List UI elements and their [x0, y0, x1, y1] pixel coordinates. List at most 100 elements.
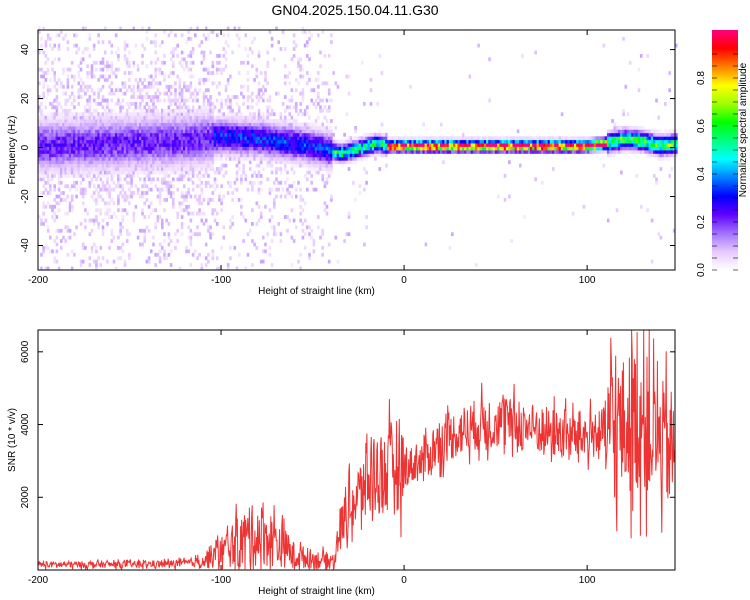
spectrogram-cell	[117, 54, 120, 58]
spectrogram-cell	[519, 143, 522, 147]
spectrogram-cell	[215, 170, 219, 175]
spectrogram-cell	[125, 60, 129, 65]
spectrogram-cell	[60, 143, 63, 147]
spectrogram-cell	[226, 26, 230, 31]
spectrogram-cell	[215, 222, 219, 226]
spectrogram-cell	[57, 78, 61, 82]
spectrogram-cell	[653, 150, 656, 154]
spectrogram-cell	[143, 122, 146, 127]
spectrogram-cell	[145, 115, 149, 120]
spectrogram-cell	[55, 167, 59, 171]
spectrogram-cell	[231, 146, 234, 151]
spectrogram-cell	[297, 122, 300, 127]
spectrogram-cell	[664, 150, 667, 154]
spectrogram-cell	[268, 122, 272, 127]
spectrogram-cell	[266, 143, 269, 147]
spectrogram-cell	[440, 150, 443, 154]
spectrogram-cell	[226, 95, 230, 99]
spectrogram-cell	[365, 139, 368, 144]
spectrogram-cell	[169, 143, 173, 147]
spectrogram-cell	[51, 139, 54, 144]
spectrogram-cell	[108, 246, 111, 250]
spectrogram-cell	[547, 146, 551, 151]
spectrogram-cell	[125, 194, 129, 199]
spectrogram-y-tick-label: -20	[20, 189, 31, 204]
spectrogram-cell	[189, 81, 193, 86]
spectrogram-cell	[99, 160, 103, 165]
spectrogram-cell	[95, 126, 98, 130]
spectrogram-cell	[163, 30, 166, 34]
spectrogram-cell	[400, 143, 403, 147]
spectrogram-cell	[81, 153, 85, 158]
spectrogram-cell	[112, 108, 116, 113]
spectrogram-cell	[108, 201, 111, 206]
spectrogram-cell	[119, 139, 122, 144]
spectrogram-cell	[79, 57, 83, 62]
spectrogram-cell	[275, 160, 278, 165]
spectrogram-cell	[505, 150, 509, 154]
spectrogram-cell	[503, 150, 507, 154]
spectrogram-cell	[255, 129, 259, 134]
spectrogram-cell	[330, 194, 333, 199]
spectrogram-cell	[68, 167, 72, 171]
spectrogram-cell	[207, 136, 210, 141]
spectrogram-cell	[60, 228, 63, 233]
spectrogram-cell	[196, 91, 199, 96]
spectrogram-cell	[114, 126, 118, 130]
spectrogram-cell	[134, 119, 138, 123]
spectrogram-cell	[644, 129, 647, 134]
spectrogram-cell	[606, 129, 610, 134]
spectrogram-cell	[46, 71, 50, 75]
spectrogram-cell	[200, 129, 204, 134]
spectrogram-cell	[475, 139, 478, 144]
spectrogram-cell	[389, 136, 392, 141]
spectrogram-cell	[97, 136, 100, 141]
spectrogram-cell	[655, 136, 658, 141]
spectrogram-cell	[209, 167, 212, 171]
spectrogram-cell	[481, 139, 485, 144]
spectrogram-cell	[123, 40, 127, 45]
spectrogram-cell	[262, 139, 265, 144]
spectrogram-cell	[64, 132, 67, 137]
spectrogram-cell	[106, 180, 109, 185]
spectrogram-cell	[648, 136, 652, 141]
spectrogram-cell	[154, 252, 157, 257]
spectrogram-cell	[617, 143, 621, 147]
spectrogram-cell	[360, 146, 364, 151]
spectrogram-cell	[303, 163, 307, 168]
spectrogram-cell	[308, 167, 311, 171]
spectrogram-cell	[158, 115, 162, 120]
spectrogram-cell	[404, 150, 408, 154]
spectrogram-cell	[286, 139, 289, 144]
spectrogram-cell	[128, 119, 131, 123]
spectrogram-cell	[53, 143, 56, 147]
spectrogram-cell	[156, 126, 160, 130]
spectrogram-cell	[310, 139, 313, 144]
spectrogram-cell	[55, 129, 59, 134]
spectrogram-cell	[380, 143, 384, 147]
spectrogram-cell	[321, 160, 324, 165]
spectrogram-cell	[73, 153, 76, 158]
spectrogram-cell	[187, 129, 190, 134]
spectrogram-cell	[92, 60, 96, 65]
spectrogram-cell	[202, 126, 206, 130]
spectrogram-cell	[604, 143, 608, 147]
spectrogram-cell	[275, 143, 278, 147]
spectrogram-cell	[567, 146, 570, 151]
spectrogram-cell	[38, 143, 41, 147]
spectrogram-cell	[204, 132, 208, 137]
spectrogram-cell	[73, 132, 76, 137]
spectrogram-cell	[200, 191, 204, 195]
spectrogram-cell	[90, 218, 94, 223]
spectrogram-cell	[189, 242, 193, 247]
spectrogram-cell	[380, 139, 384, 144]
spectrogram-cell	[365, 180, 368, 185]
spectrogram-cell	[229, 150, 232, 154]
spectrogram-cell	[77, 88, 81, 93]
spectrogram-cell	[183, 146, 186, 151]
spectrogram-cell	[110, 112, 114, 117]
spectrogram-cell	[354, 126, 357, 130]
spectrogram-cell	[327, 108, 331, 113]
spectrogram-cell	[198, 198, 201, 202]
spectrogram-cell	[112, 201, 116, 206]
